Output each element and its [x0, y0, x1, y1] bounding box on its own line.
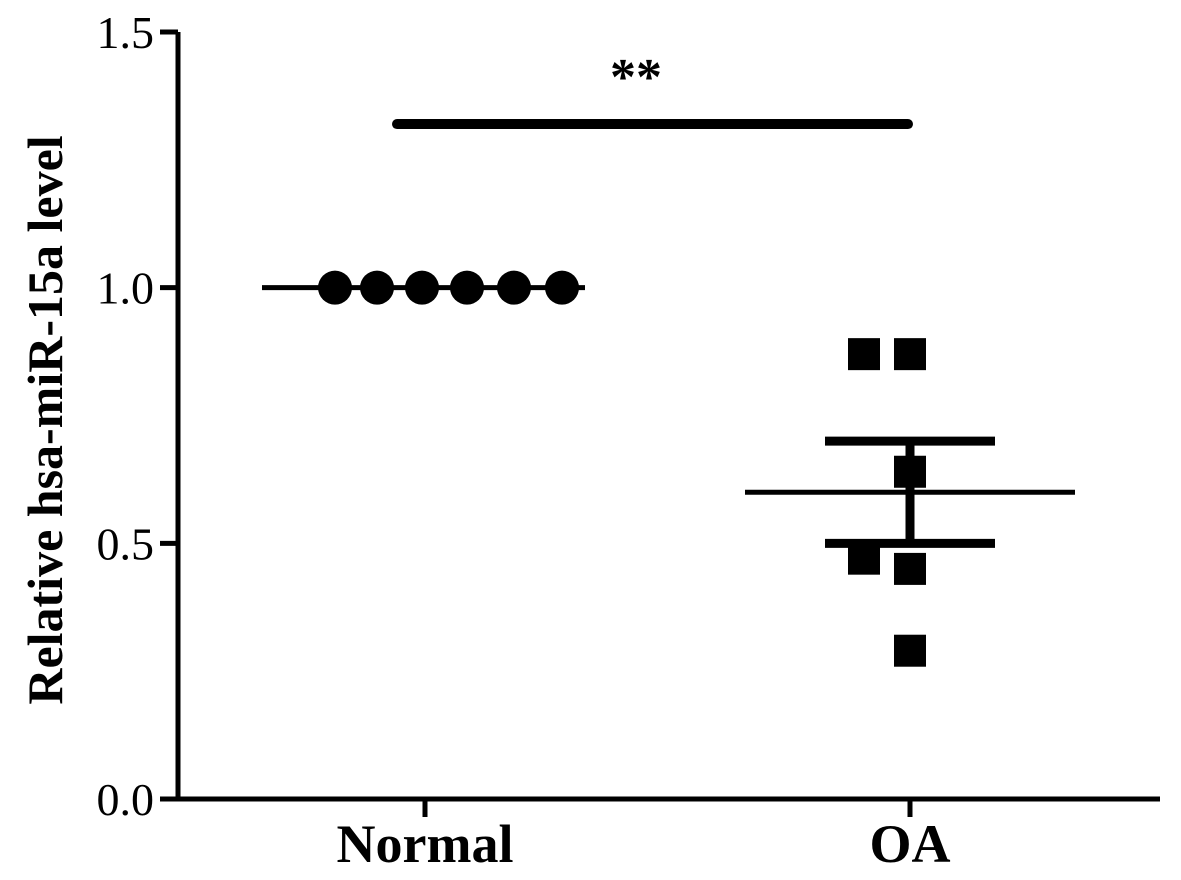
normal-point — [497, 270, 531, 305]
oa-point — [894, 338, 926, 371]
x-ticks: Normal OA — [337, 799, 951, 874]
y-tick-label: 1.0 — [97, 263, 155, 314]
normal-point — [318, 270, 352, 305]
oa-point — [848, 542, 880, 575]
y-tick-label: 0.5 — [97, 518, 155, 569]
y-tick-label: 0.0 — [97, 774, 155, 825]
y-ticks: 0.0 0.5 1.0 1.5 — [97, 7, 178, 825]
oa-point — [848, 338, 880, 371]
y-tick-label: 1.5 — [97, 7, 155, 58]
oa-point — [894, 634, 926, 667]
x-tick-label: Normal — [337, 814, 514, 874]
plot-marks — [262, 270, 1075, 667]
y-axis: 0.0 0.5 1.0 1.5 — [97, 7, 181, 825]
normal-point — [450, 270, 484, 305]
normal-point — [545, 270, 579, 305]
significance-annotation: ** — [392, 49, 913, 130]
normal-point — [405, 270, 439, 305]
y-axis-title: Relative hsa-miR-15a level — [17, 135, 73, 704]
x-axis: Normal OA — [176, 796, 1160, 874]
significance-label: ** — [610, 49, 662, 106]
oa-point — [894, 552, 926, 585]
normal-point — [360, 270, 394, 305]
x-tick-label: OA — [870, 814, 951, 874]
